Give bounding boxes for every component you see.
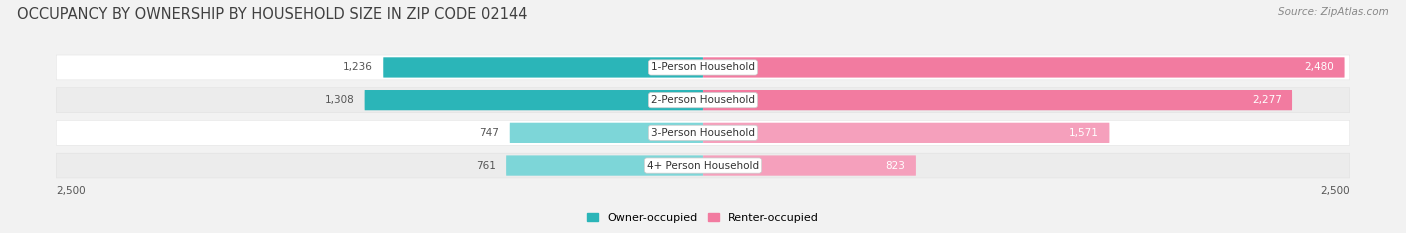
FancyBboxPatch shape (703, 90, 1292, 110)
Text: Source: ZipAtlas.com: Source: ZipAtlas.com (1278, 7, 1389, 17)
FancyBboxPatch shape (703, 155, 915, 176)
Text: 1,308: 1,308 (325, 95, 354, 105)
Text: 823: 823 (886, 161, 905, 171)
Text: 3-Person Household: 3-Person Household (651, 128, 755, 138)
Legend: Owner-occupied, Renter-occupied: Owner-occupied, Renter-occupied (582, 208, 824, 227)
Text: 2,500: 2,500 (1320, 186, 1350, 196)
FancyBboxPatch shape (56, 120, 1350, 145)
FancyBboxPatch shape (703, 57, 1344, 78)
FancyBboxPatch shape (510, 123, 703, 143)
Text: 2,277: 2,277 (1251, 95, 1282, 105)
FancyBboxPatch shape (56, 153, 1350, 178)
Text: 2,480: 2,480 (1305, 62, 1334, 72)
Text: 4+ Person Household: 4+ Person Household (647, 161, 759, 171)
Text: OCCUPANCY BY OWNERSHIP BY HOUSEHOLD SIZE IN ZIP CODE 02144: OCCUPANCY BY OWNERSHIP BY HOUSEHOLD SIZE… (17, 7, 527, 22)
Text: 2,500: 2,500 (56, 186, 86, 196)
Text: 747: 747 (479, 128, 499, 138)
FancyBboxPatch shape (364, 90, 703, 110)
FancyBboxPatch shape (56, 55, 1350, 80)
FancyBboxPatch shape (56, 88, 1350, 113)
Text: 1-Person Household: 1-Person Household (651, 62, 755, 72)
FancyBboxPatch shape (703, 123, 1109, 143)
Text: 761: 761 (475, 161, 496, 171)
FancyBboxPatch shape (506, 155, 703, 176)
Text: 1,571: 1,571 (1069, 128, 1099, 138)
FancyBboxPatch shape (384, 57, 703, 78)
Text: 1,236: 1,236 (343, 62, 373, 72)
Text: 2-Person Household: 2-Person Household (651, 95, 755, 105)
